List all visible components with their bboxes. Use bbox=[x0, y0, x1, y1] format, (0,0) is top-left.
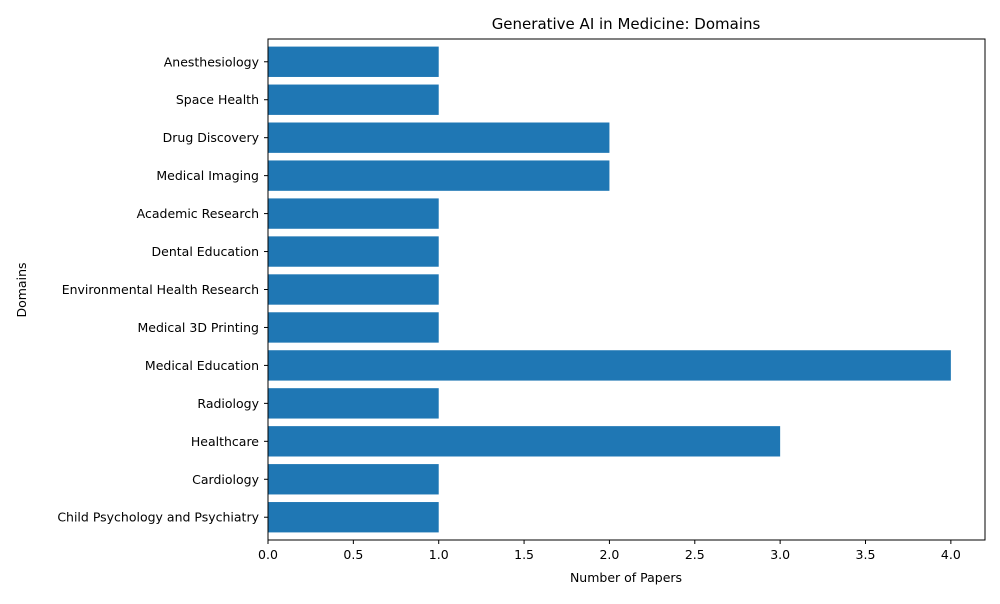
bar-child-psychology-and-psychiatry bbox=[268, 502, 439, 533]
y-tick-label: Space Health bbox=[176, 92, 259, 107]
bar-environmental-health-research bbox=[268, 274, 439, 305]
y-tick-label: Environmental Health Research bbox=[62, 282, 259, 297]
y-tick-label: Child Psychology and Psychiatry bbox=[57, 510, 259, 525]
x-tick-label: 2.0 bbox=[599, 547, 619, 562]
y-tick-label: Drug Discovery bbox=[163, 130, 260, 145]
y-tick-label: Medical Education bbox=[145, 358, 259, 373]
y-tick-label: Cardiology bbox=[192, 472, 259, 487]
bar-radiology bbox=[268, 388, 439, 419]
bar-medical-imaging bbox=[268, 160, 610, 191]
bar-medical-3d-printing bbox=[268, 312, 439, 343]
y-tick-label: Anesthesiology bbox=[164, 54, 260, 69]
bar-anesthesiology bbox=[268, 46, 439, 77]
y-tick-label: Dental Education bbox=[152, 244, 259, 259]
y-tick-label: Healthcare bbox=[191, 434, 259, 449]
bar-healthcare bbox=[268, 426, 781, 457]
y-tick-label: Academic Research bbox=[137, 206, 259, 221]
y-tick-label: Medical 3D Printing bbox=[138, 320, 260, 335]
plot-frame bbox=[267, 38, 986, 541]
bar-dental-education bbox=[268, 236, 439, 267]
x-tick-label: 3.0 bbox=[770, 547, 790, 562]
y-tick-label: Medical Imaging bbox=[156, 168, 259, 183]
x-tick-label: 4.0 bbox=[941, 547, 961, 562]
y-ticks: Child Psychology and Psychiatry Cardiolog… bbox=[57, 54, 268, 525]
x-ticks: 0.0 0.5 1.0 1.5 2.0 2.5 3.0 3.5 4.0 bbox=[258, 540, 961, 562]
bar-drug-discovery bbox=[268, 122, 610, 153]
y-tick-label: Radiology bbox=[197, 396, 259, 411]
bars-layer bbox=[268, 46, 951, 533]
x-axis-label: Number of Papers bbox=[570, 570, 682, 585]
chart-title: Generative AI in Medicine: Domains bbox=[492, 15, 761, 33]
x-tick-label: 3.5 bbox=[856, 547, 876, 562]
x-tick-label: 0.0 bbox=[258, 547, 278, 562]
y-axis-label: Domains bbox=[14, 262, 29, 317]
bar-academic-research bbox=[268, 198, 439, 229]
bar-cardiology bbox=[268, 464, 439, 495]
bar-space-health bbox=[268, 84, 439, 115]
x-tick-label: 1.0 bbox=[429, 547, 449, 562]
x-tick-label: 2.5 bbox=[685, 547, 705, 562]
x-tick-label: 0.5 bbox=[343, 547, 363, 562]
x-tick-label: 1.5 bbox=[514, 547, 534, 562]
bar-medical-education bbox=[268, 350, 951, 381]
